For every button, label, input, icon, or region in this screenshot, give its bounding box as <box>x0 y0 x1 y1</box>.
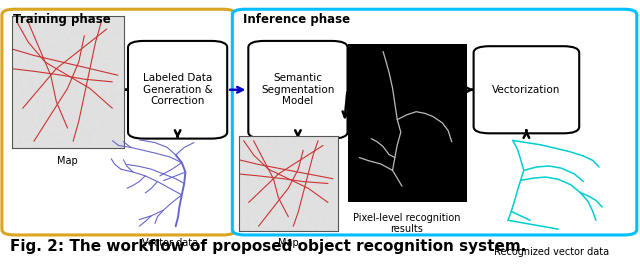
FancyBboxPatch shape <box>2 9 236 235</box>
FancyBboxPatch shape <box>248 41 348 139</box>
Text: Vectorization: Vectorization <box>492 85 561 95</box>
Text: Labeled Data
Generation &
Correction: Labeled Data Generation & Correction <box>143 73 212 106</box>
Text: Inference phase: Inference phase <box>243 13 350 26</box>
Text: Training phase: Training phase <box>13 13 111 26</box>
FancyBboxPatch shape <box>128 41 227 139</box>
Text: Map: Map <box>57 156 78 166</box>
FancyBboxPatch shape <box>474 46 579 133</box>
Text: Map: Map <box>278 238 299 248</box>
Text: Pixel-level recognition
results: Pixel-level recognition results <box>353 213 460 234</box>
Text: Semantic
Segmentation
Model: Semantic Segmentation Model <box>261 73 335 106</box>
Text: Recognized vector data: Recognized vector data <box>495 247 609 257</box>
Text: Fig. 2: The workflow of proposed object recognition system.: Fig. 2: The workflow of proposed object … <box>10 239 526 254</box>
FancyBboxPatch shape <box>232 9 637 235</box>
Text: Vector data: Vector data <box>141 238 198 248</box>
